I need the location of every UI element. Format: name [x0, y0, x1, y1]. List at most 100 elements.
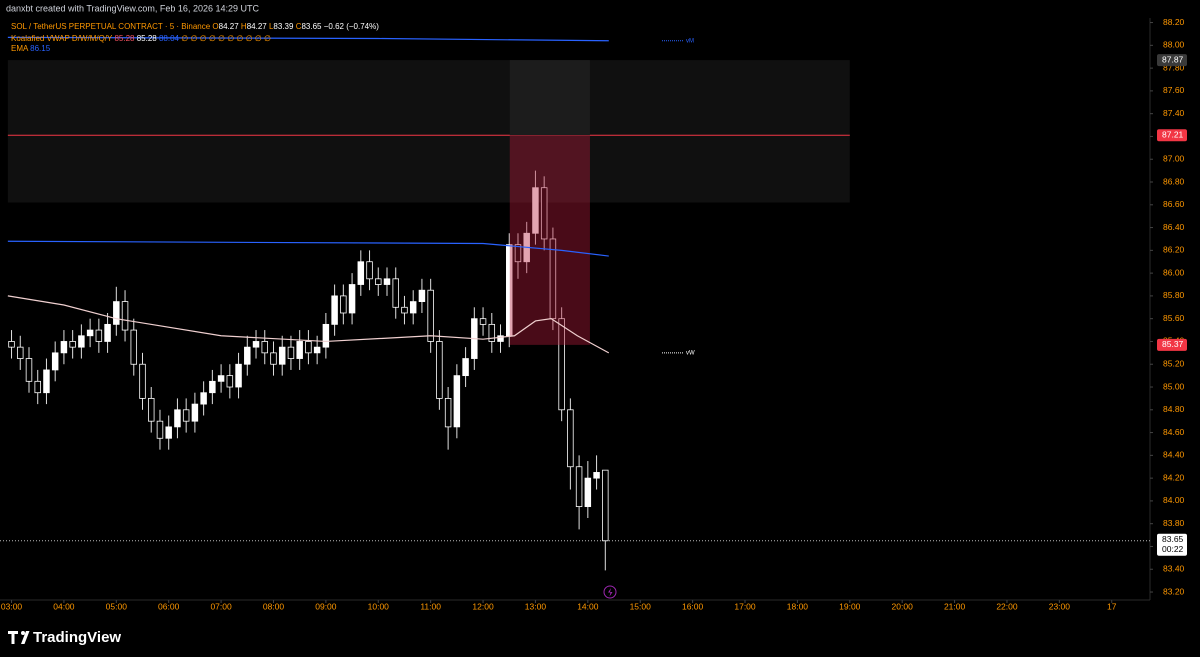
- candle-body: [287, 346, 295, 359]
- candle-body: [375, 278, 382, 285]
- y-tick-label: 84.40: [1163, 450, 1185, 460]
- last-price-label: 83.65: [1162, 534, 1184, 544]
- candle-body: [514, 244, 522, 263]
- candle-body: [191, 403, 199, 422]
- candle-body: [436, 341, 443, 399]
- footer: [0, 620, 1200, 657]
- y-tick-label: 83.40: [1163, 563, 1185, 573]
- pivot-label: vM: [686, 38, 694, 44]
- candle-body: [409, 301, 417, 314]
- candle-body: [8, 341, 15, 348]
- y-tick-label: 87.60: [1163, 85, 1185, 95]
- candle-body: [479, 318, 487, 325]
- y-tick-label: 85.60: [1163, 313, 1185, 323]
- pivot-label: vW: [686, 350, 695, 356]
- indicator-name: EMA: [11, 44, 29, 53]
- candle-body: [252, 341, 260, 348]
- candle-body: [584, 477, 592, 508]
- indicator-value: 86.15: [30, 44, 51, 53]
- x-tick-label: 12:00: [472, 601, 494, 611]
- x-tick-label: 11:00: [420, 601, 441, 611]
- candle-body: [418, 289, 426, 302]
- candle-body: [200, 392, 207, 405]
- countdown: 00:22: [1162, 544, 1184, 554]
- candle-body: [331, 295, 338, 325]
- change: −0.62 (−0.74%): [324, 22, 379, 31]
- x-tick-label: 04:00: [53, 601, 75, 611]
- candle-body: [497, 335, 504, 342]
- ohlc-value: 84.27: [247, 22, 268, 31]
- x-tick-label: 06:00: [158, 601, 180, 611]
- candle-body: [244, 346, 251, 365]
- zone: [7, 60, 850, 203]
- event-bolt: [608, 588, 613, 597]
- candle-body: [567, 409, 574, 468]
- candle-body: [174, 409, 181, 428]
- candle-body: [488, 323, 496, 342]
- y-tick-label: 84.20: [1163, 472, 1185, 482]
- x-tick-label: 22:00: [996, 601, 1018, 611]
- indicator-line: [7, 295, 610, 354]
- candle-body: [17, 346, 24, 359]
- candle-body: [348, 284, 356, 314]
- indicator-value: 85.28: [114, 34, 135, 43]
- y-tick-label: 87.80: [1163, 62, 1185, 72]
- candle-body: [322, 323, 330, 348]
- candle-body: [602, 469, 609, 542]
- price-label: 87.21: [1162, 130, 1184, 140]
- legend: SOL / TetherUS PERPETUAL CONTRACT · 5 · …: [11, 22, 379, 53]
- last-price-box: [1157, 533, 1187, 556]
- y-tick-label: 85.80: [1163, 290, 1185, 300]
- candle-body: [182, 409, 190, 422]
- x-tick-label: 23:00: [1049, 601, 1071, 611]
- y-tick-label: 86.40: [1163, 222, 1185, 232]
- y-tick-label: 86.00: [1163, 267, 1185, 277]
- x-tick-label: 15:00: [630, 601, 652, 611]
- candle-body: [444, 398, 452, 428]
- x-tick-label: 17: [1107, 601, 1117, 611]
- x-tick-label: 19:00: [839, 601, 861, 611]
- candle-body: [25, 358, 33, 382]
- candle-body: [51, 352, 59, 371]
- indicator-legend: EMA 86.15: [11, 44, 51, 53]
- indicator-line: [7, 36, 609, 42]
- brand-name: TradingView: [33, 629, 121, 646]
- ohlc-value: 84.27: [219, 22, 240, 31]
- candle-body: [366, 261, 373, 280]
- x-tick-label: 07:00: [210, 601, 232, 611]
- candle-body: [383, 278, 391, 285]
- candle-body: [313, 346, 321, 354]
- candle-body: [95, 329, 103, 342]
- indicator-lines: vM vW: [0, 36, 1150, 542]
- candle-body: [427, 289, 434, 342]
- symbol: SOL / TetherUS PERPETUAL CONTRACT · 5 · …: [11, 22, 211, 31]
- candle-body: [296, 341, 303, 359]
- y-tick-label: 88.20: [1163, 17, 1185, 27]
- backdrop: [7, 60, 850, 203]
- y-tick-label: 86.60: [1163, 199, 1185, 209]
- indicator-value: 88.04: [159, 34, 180, 43]
- candle-body: [104, 323, 111, 342]
- price-label-box: [1157, 129, 1187, 142]
- x-tick-label: 17:00: [734, 601, 756, 611]
- ohlc-value: 83.65: [301, 22, 322, 31]
- logo-dot: [21, 631, 25, 635]
- candle-body: [305, 341, 312, 354]
- x-tick-label: 20:00: [892, 601, 914, 611]
- y-tick-label: 87.00: [1163, 153, 1185, 163]
- candle-body: [121, 301, 129, 331]
- x-tick-label: 21:00: [944, 601, 966, 611]
- x-tick-label: 18:00: [787, 601, 809, 611]
- x-tick-label: 16:00: [682, 601, 704, 611]
- candle-body: [575, 466, 583, 508]
- candle-body: [113, 301, 120, 325]
- ohlc-key: C: [296, 22, 302, 31]
- candle-body: [165, 426, 172, 439]
- x-tick-label: 14:00: [577, 601, 599, 611]
- overlays: [509, 135, 590, 345]
- y-tick-label: 88.00: [1163, 40, 1185, 50]
- y-tick-label: 84.80: [1163, 404, 1185, 414]
- candle-body: [86, 329, 94, 337]
- indicator-value: 85.28: [137, 34, 158, 43]
